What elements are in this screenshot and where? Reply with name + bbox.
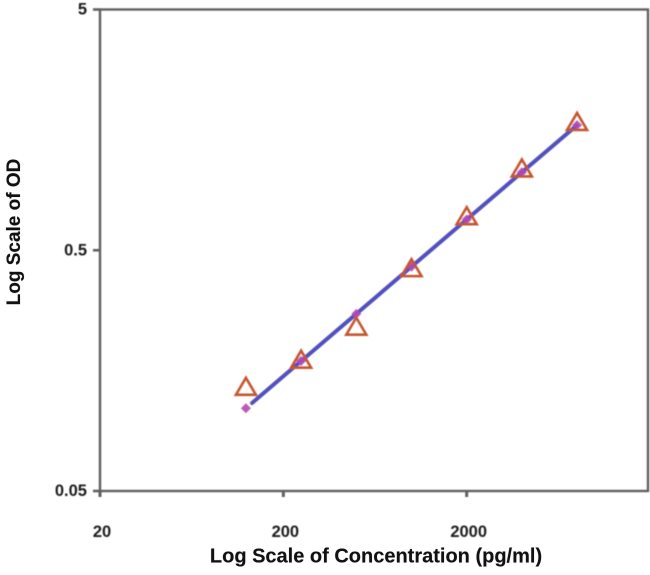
x-axis-title: Log Scale of Concentration (pg/ml) <box>209 545 543 568</box>
trend-diamond-marker <box>461 214 472 225</box>
x-tick-label: 200 <box>272 523 300 541</box>
data-point-triangle <box>399 256 424 278</box>
data-point-triangle <box>344 315 369 336</box>
trend-diamond-marker <box>572 120 583 131</box>
y-tick-label: 0.05 <box>55 482 87 500</box>
x-tick-label: 2000 <box>450 523 487 541</box>
plot-border <box>98 8 650 493</box>
trend-diamond-marker <box>351 308 362 319</box>
data-point-triangle <box>288 348 314 369</box>
y-tick-label: 0.5 <box>64 241 87 259</box>
data-point-triangle <box>233 375 259 397</box>
y-tick-label: 5 <box>78 1 87 19</box>
data-point-triangle <box>509 156 535 178</box>
y-axis-title: Log Scale of OD <box>4 158 25 306</box>
trend-diamond-marker <box>516 167 527 178</box>
trend-diamond-marker <box>296 356 307 367</box>
trend-diamond-marker <box>240 403 251 414</box>
x-tick-label: 20 <box>93 523 111 541</box>
data-point-triangle <box>564 110 590 132</box>
data-point-triangle <box>454 204 479 226</box>
